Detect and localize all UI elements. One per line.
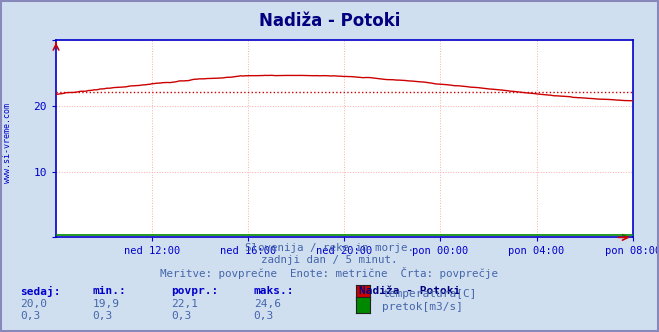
Text: temperatura[C]: temperatura[C] [382, 290, 476, 299]
Text: povpr.:: povpr.: [171, 286, 219, 295]
Text: 0,3: 0,3 [20, 311, 40, 321]
Text: 19,9: 19,9 [92, 299, 119, 309]
Text: Nadiža - Potoki: Nadiža - Potoki [259, 12, 400, 30]
Text: Slovenija / reke in morje.: Slovenija / reke in morje. [245, 243, 414, 253]
Text: Nadiža - Potoki: Nadiža - Potoki [359, 286, 461, 295]
Text: Meritve: povprečne  Enote: metrične  Črta: povprečje: Meritve: povprečne Enote: metrične Črta:… [161, 267, 498, 279]
Text: 0,3: 0,3 [254, 311, 274, 321]
Text: pretok[m3/s]: pretok[m3/s] [382, 302, 463, 312]
Text: 22,1: 22,1 [171, 299, 198, 309]
Text: maks.:: maks.: [254, 286, 294, 295]
Text: 20,0: 20,0 [20, 299, 47, 309]
Text: www.si-vreme.com: www.si-vreme.com [3, 103, 13, 183]
Text: 24,6: 24,6 [254, 299, 281, 309]
Text: min.:: min.: [92, 286, 126, 295]
Text: sedaj:: sedaj: [20, 286, 60, 296]
Text: zadnji dan / 5 minut.: zadnji dan / 5 minut. [261, 255, 398, 265]
Text: 0,3: 0,3 [92, 311, 113, 321]
Text: 0,3: 0,3 [171, 311, 192, 321]
